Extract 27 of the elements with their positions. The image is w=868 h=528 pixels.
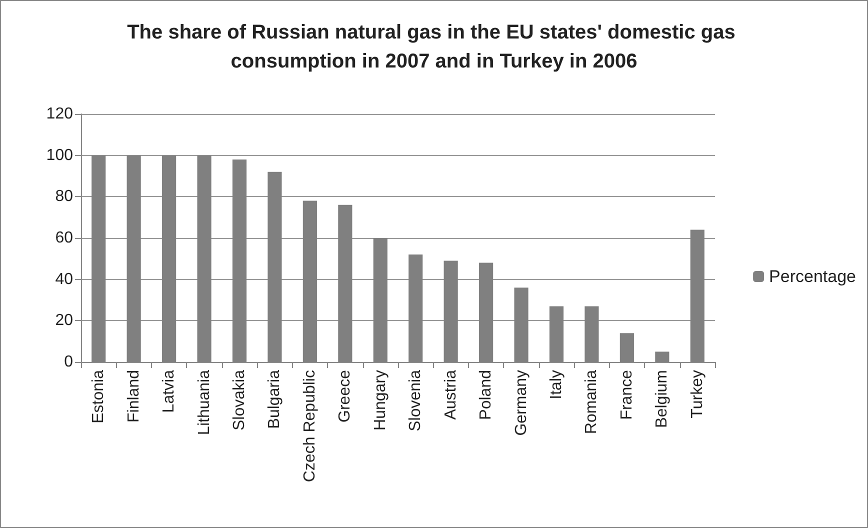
y-tick-label: 20 bbox=[55, 312, 74, 330]
x-tick-label: Latvia bbox=[160, 370, 178, 413]
legend-label: Percentage bbox=[769, 267, 856, 286]
y-tick-label: 0 bbox=[64, 354, 74, 370]
x-tick-label: Italy bbox=[548, 370, 565, 400]
x-tick-label: Finland bbox=[125, 370, 142, 422]
x-tick-label: Slovakia bbox=[231, 370, 248, 430]
y-tick-label: 80 bbox=[55, 188, 74, 206]
x-tick-label: Poland bbox=[478, 370, 495, 420]
x-tick-label: Slovenia bbox=[407, 370, 424, 432]
x-tick-label: Czech Republic bbox=[301, 370, 318, 482]
chart-title: The share of Russian natural gas in the EU states' domestic gas consumption in 2007 and in Turkey in 2006 bbox=[127, 22, 741, 72]
y-tick-label: 120 bbox=[46, 106, 74, 122]
x-tick-label: Hungary bbox=[372, 370, 389, 430]
x-tick-label: Romania bbox=[583, 370, 600, 434]
x-tick-label: Bulgaria bbox=[266, 370, 284, 429]
y-tick-label: 60 bbox=[55, 230, 74, 246]
x-tick-label: Belgium bbox=[654, 370, 671, 428]
y-tick-label: 100 bbox=[46, 146, 74, 164]
x-tick-label: Austria bbox=[442, 370, 460, 420]
x-tick-label: France bbox=[618, 370, 636, 420]
x-tick-label: Turkey bbox=[688, 370, 706, 418]
x-tick-label: Greece bbox=[336, 370, 354, 422]
x-tick-label: Germany bbox=[512, 370, 530, 436]
x-tick-label: Lithuania bbox=[196, 370, 213, 435]
y-tick-label: 40 bbox=[55, 270, 74, 288]
x-tick-label: Estonia bbox=[90, 370, 108, 424]
